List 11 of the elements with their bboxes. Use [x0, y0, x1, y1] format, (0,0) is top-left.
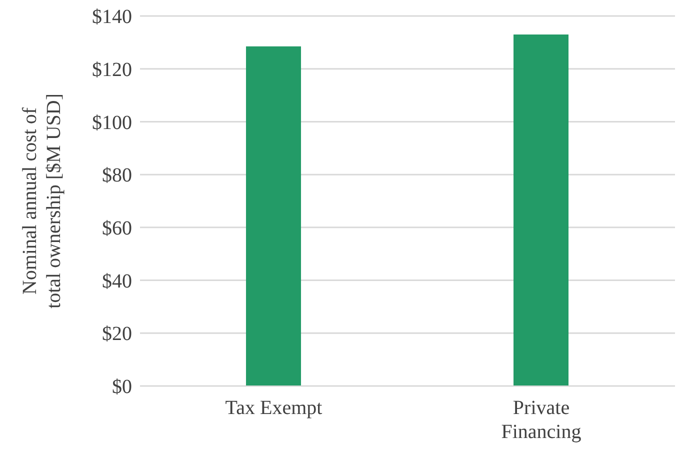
x-tick-label: Private Financing	[501, 397, 582, 443]
y-tick-label: $100	[92, 112, 132, 134]
y-tick-label: $140	[92, 6, 132, 28]
y-tick-label: $20	[102, 323, 132, 346]
y-tick-label: $40	[102, 270, 132, 292]
y-tick-label: $0	[112, 376, 132, 398]
y-tick-label: $60	[102, 218, 132, 240]
y-tick-label: $80	[102, 164, 132, 187]
y-tick-label: $120	[92, 58, 132, 81]
y-axis-title: Nominal annual cost of total ownership [$M USD]	[19, 94, 65, 308]
x-tick-label: Tax Exempt	[225, 397, 323, 419]
